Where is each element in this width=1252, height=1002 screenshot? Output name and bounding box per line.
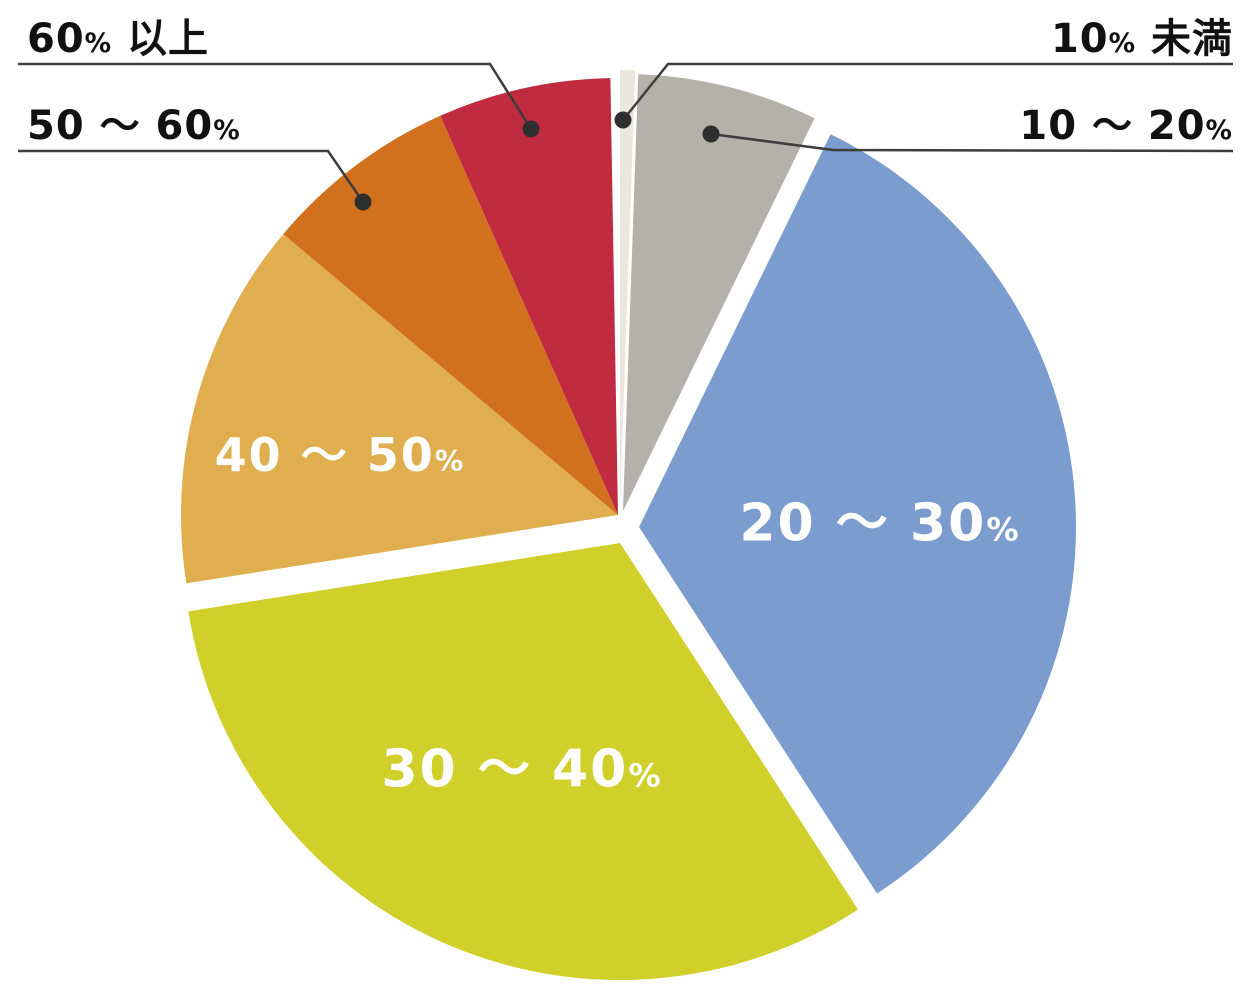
- slice-label-30-40-percent: 30 ～ 40%: [381, 739, 663, 800]
- callout-label-60-percent-or-more: 60% 以上: [27, 16, 210, 62]
- callout-label-50-60-percent: 50 ～ 60%: [27, 103, 241, 149]
- leader-dot: [522, 120, 540, 138]
- slice-label-20-30-percent: 20 ～ 30%: [739, 493, 1021, 554]
- pie-slice-6: [283, 115, 618, 515]
- leader-line: [18, 149, 365, 203]
- leader-line: [710, 132, 1234, 153]
- pie-slice-4: [188, 543, 859, 980]
- slice-label-40-50-percent: 40 ～ 50%: [214, 428, 466, 482]
- pie-slice-2: [623, 74, 815, 511]
- leader-dot: [614, 111, 632, 129]
- pie-slice-3: [639, 134, 1076, 894]
- callout-label-under-10-percent: 10% 未満: [1050, 16, 1233, 62]
- pie-slice-1: [620, 70, 636, 507]
- pie-slice-5: [180, 234, 618, 584]
- leader-line: [622, 62, 1233, 121]
- leader-dot: [354, 193, 372, 211]
- pie-slice-7: [440, 78, 618, 515]
- leader-dot: [702, 125, 720, 143]
- callout-label-10-20-percent: 10 ～ 20%: [1019, 103, 1233, 149]
- leader-line: [18, 62, 533, 130]
